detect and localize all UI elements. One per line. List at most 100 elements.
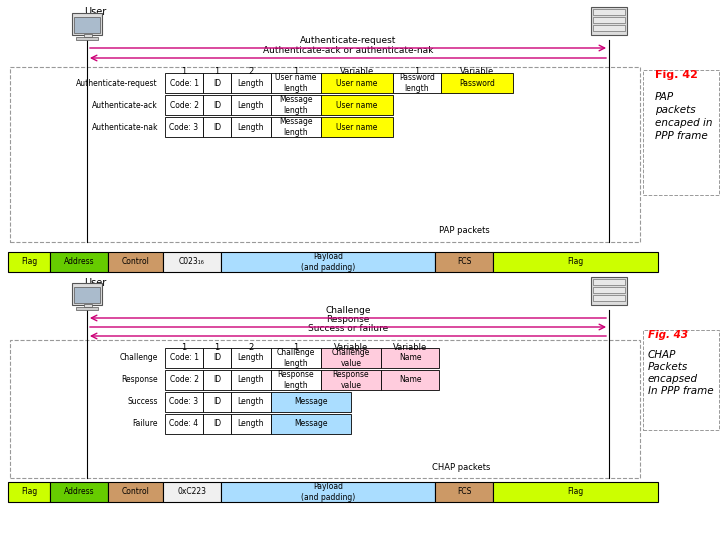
Bar (84, 34, 92, 37)
Bar (321, 348, 381, 368)
Text: PAP packets: PAP packets (439, 226, 490, 235)
Bar (50, 482, 108, 502)
Text: Code: 2: Code: 2 (169, 375, 199, 384)
Bar (435, 252, 493, 272)
Text: 1: 1 (415, 68, 420, 77)
Text: User name: User name (336, 100, 378, 110)
Text: Response
length: Response length (278, 370, 315, 390)
Text: Control: Control (122, 258, 150, 267)
Bar (231, 348, 271, 368)
Text: Packets: Packets (648, 362, 688, 372)
Text: Name: Name (399, 375, 421, 384)
Text: Authenticate-nak: Authenticate-nak (91, 123, 158, 132)
Text: Success: Success (127, 397, 158, 407)
Text: Fig. 43: Fig. 43 (648, 330, 692, 340)
Text: 1: 1 (181, 68, 186, 77)
Text: C023₁₆: C023₁₆ (179, 258, 205, 267)
Bar (231, 73, 271, 93)
Text: Flag: Flag (21, 258, 37, 267)
Text: Code: 2: Code: 2 (169, 100, 199, 110)
Bar (231, 392, 271, 412)
Text: Response: Response (326, 315, 369, 324)
Text: 2: 2 (248, 342, 253, 352)
Bar (643, 330, 719, 430)
Bar (231, 117, 271, 137)
Bar (321, 117, 393, 137)
Text: Code: 4: Code: 4 (169, 420, 199, 429)
Bar (10, 340, 640, 478)
Bar (593, 287, 625, 293)
Text: 2: 2 (248, 68, 253, 77)
Bar (231, 414, 271, 434)
Bar (84, 304, 92, 307)
Text: System: System (592, 278, 628, 288)
Bar (74, 287, 100, 303)
Bar (591, 7, 627, 35)
Text: Variable: Variable (460, 68, 494, 77)
Text: Message
length: Message length (279, 95, 312, 114)
Bar (271, 414, 351, 434)
Text: System: System (592, 7, 628, 17)
Text: PAP: PAP (655, 92, 674, 102)
Text: 1: 1 (293, 68, 299, 77)
Bar (203, 370, 231, 390)
Text: Name: Name (399, 354, 421, 362)
Text: Authenticate-request: Authenticate-request (76, 78, 158, 87)
Bar (593, 9, 625, 15)
Bar (321, 95, 393, 115)
Bar (271, 95, 321, 115)
Text: Length: Length (238, 78, 264, 87)
Text: Control: Control (122, 488, 150, 496)
Bar (50, 252, 108, 272)
Bar (203, 414, 231, 434)
Text: 1: 1 (215, 342, 220, 352)
Text: Variable: Variable (393, 342, 427, 352)
Text: encaped in: encaped in (655, 118, 713, 128)
Text: Payload
(and padding): Payload (and padding) (301, 482, 355, 502)
Bar (203, 348, 231, 368)
Bar (203, 117, 231, 137)
Bar (591, 277, 627, 305)
Text: User name: User name (336, 123, 378, 132)
Bar (271, 392, 351, 412)
Bar (203, 392, 231, 412)
Text: ID: ID (213, 397, 221, 407)
Bar (221, 482, 435, 502)
Text: 0xC223: 0xC223 (178, 488, 207, 496)
Text: Response: Response (122, 375, 158, 384)
Bar (8, 252, 50, 272)
Text: Authenticate-ack: Authenticate-ack (92, 100, 158, 110)
Text: PPP frame: PPP frame (655, 131, 708, 141)
Bar (381, 348, 439, 368)
Bar (393, 73, 441, 93)
Text: Success or failure: Success or failure (308, 324, 388, 333)
Bar (271, 370, 321, 390)
Text: ID: ID (213, 375, 221, 384)
Text: Challenge: Challenge (120, 354, 158, 362)
Bar (271, 117, 321, 137)
Text: Code: 1: Code: 1 (169, 78, 199, 87)
Bar (74, 17, 100, 33)
Bar (165, 414, 203, 434)
Text: Variable: Variable (340, 68, 374, 77)
Text: Password
length: Password length (399, 73, 435, 93)
Text: Flag: Flag (567, 488, 584, 496)
Text: Code: 1: Code: 1 (169, 354, 199, 362)
Text: In PPP frame: In PPP frame (648, 386, 714, 396)
Bar (108, 252, 163, 272)
Text: User: User (84, 7, 106, 17)
Bar (271, 73, 321, 93)
Text: Authenticate-request: Authenticate-request (300, 36, 396, 45)
Bar (165, 117, 203, 137)
Text: Code: 3: Code: 3 (169, 123, 199, 132)
Bar (203, 73, 231, 93)
Bar (221, 252, 435, 272)
Text: User: User (84, 278, 106, 288)
Bar (8, 482, 50, 502)
Text: Authenticate-ack or authenticate-nak: Authenticate-ack or authenticate-nak (263, 46, 433, 55)
Text: Flag: Flag (567, 258, 584, 267)
Bar (231, 95, 271, 115)
Text: Address: Address (63, 258, 94, 267)
Bar (321, 73, 393, 93)
Text: Length: Length (238, 375, 264, 384)
